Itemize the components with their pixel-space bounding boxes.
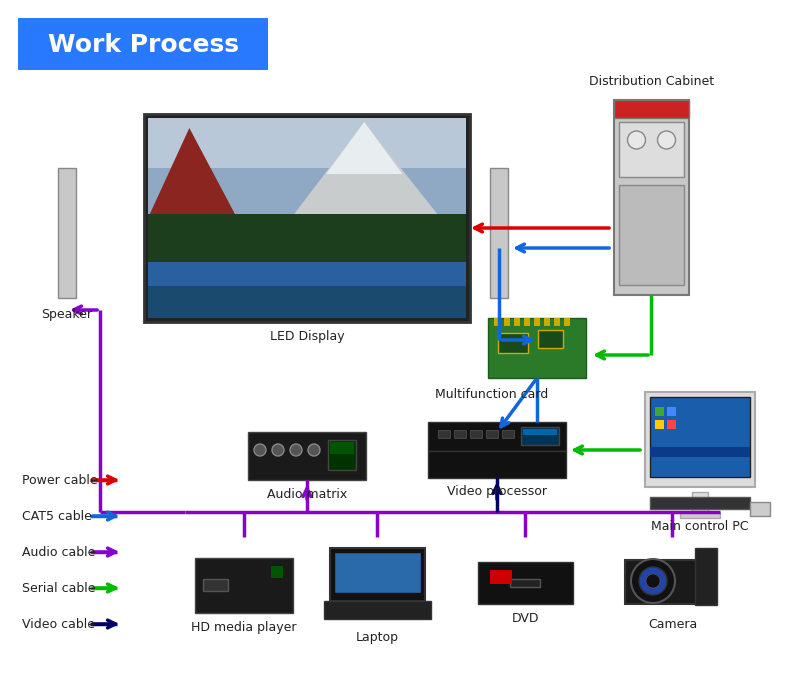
Bar <box>248 432 366 480</box>
Bar <box>544 318 550 326</box>
Text: Multifunction card: Multifunction card <box>435 388 549 401</box>
Bar <box>695 548 717 605</box>
Text: CAT5 cable: CAT5 cable <box>22 509 92 523</box>
Bar <box>490 168 508 298</box>
Bar <box>330 548 425 601</box>
Polygon shape <box>326 122 402 174</box>
Bar <box>502 430 514 438</box>
Bar <box>148 118 466 218</box>
Bar <box>324 601 431 619</box>
Text: Speaker: Speaker <box>42 308 93 321</box>
Text: LED Display: LED Display <box>270 330 344 343</box>
Bar <box>625 560 702 604</box>
Bar <box>148 214 466 264</box>
Text: HD media player: HD media player <box>191 620 297 634</box>
Bar <box>504 318 510 326</box>
Text: Serial cable: Serial cable <box>22 582 95 595</box>
Circle shape <box>639 567 667 595</box>
Bar <box>438 430 450 438</box>
Bar <box>328 440 356 470</box>
Bar <box>521 427 559 445</box>
Bar <box>470 430 482 438</box>
Bar <box>650 447 750 457</box>
Bar <box>510 579 540 587</box>
Bar <box>538 330 563 348</box>
Bar <box>486 430 498 438</box>
Bar <box>148 118 466 168</box>
Text: Video cable: Video cable <box>22 618 95 631</box>
Bar <box>619 185 684 285</box>
Text: Video processor: Video processor <box>447 484 547 498</box>
Circle shape <box>290 444 302 456</box>
Polygon shape <box>148 128 237 218</box>
Bar <box>667 420 676 429</box>
Bar <box>523 429 557 435</box>
Text: Audio cable: Audio cable <box>22 545 95 559</box>
Circle shape <box>308 444 320 456</box>
Bar <box>554 318 560 326</box>
Bar <box>494 318 500 326</box>
Circle shape <box>627 131 646 149</box>
Bar <box>330 442 354 454</box>
Bar <box>195 558 293 613</box>
Circle shape <box>658 131 675 149</box>
Text: DVD: DVD <box>512 611 539 625</box>
Bar <box>428 451 566 478</box>
Polygon shape <box>291 122 441 218</box>
Text: Distribution Cabinet: Distribution Cabinet <box>589 75 714 88</box>
Bar <box>750 502 770 516</box>
Bar <box>524 318 530 326</box>
Circle shape <box>631 559 675 603</box>
Bar <box>488 318 586 378</box>
Bar <box>514 318 520 326</box>
Text: Audio matrix: Audio matrix <box>267 487 347 500</box>
Bar <box>478 562 573 604</box>
Bar <box>534 318 540 326</box>
Bar <box>619 122 684 177</box>
Text: Laptop: Laptop <box>356 631 399 643</box>
Bar <box>498 333 528 353</box>
Bar <box>650 497 750 509</box>
Bar <box>18 18 268 70</box>
Text: Power cable: Power cable <box>22 473 98 486</box>
Bar <box>667 407 676 416</box>
Bar <box>655 420 664 429</box>
Bar <box>58 168 76 298</box>
Circle shape <box>646 574 660 588</box>
Text: Main control PC: Main control PC <box>651 520 749 534</box>
Bar <box>614 100 689 118</box>
Bar <box>645 392 755 487</box>
Bar <box>148 262 466 286</box>
Bar <box>614 100 689 295</box>
Bar <box>680 512 720 518</box>
Bar <box>490 570 512 584</box>
Bar <box>428 422 566 451</box>
Bar <box>148 262 466 318</box>
Bar <box>655 407 664 416</box>
Text: Work Process: Work Process <box>47 33 238 57</box>
Bar <box>203 579 228 591</box>
Bar <box>564 318 570 326</box>
Bar <box>271 566 283 578</box>
Circle shape <box>254 444 266 456</box>
Bar <box>334 552 421 593</box>
Bar <box>650 397 750 477</box>
Bar <box>692 492 708 512</box>
Text: Camera: Camera <box>648 618 697 631</box>
Bar <box>454 430 466 438</box>
Circle shape <box>272 444 284 456</box>
Bar <box>144 114 470 322</box>
